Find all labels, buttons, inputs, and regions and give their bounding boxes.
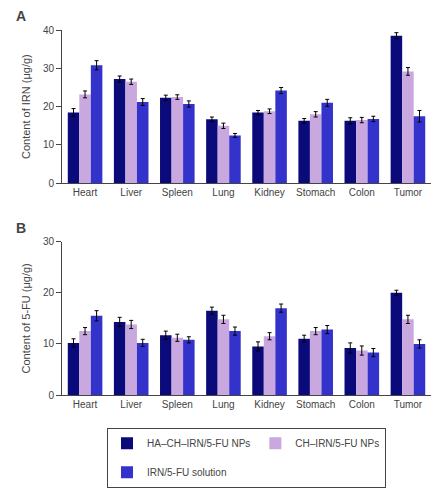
- svg-text:0: 0: [48, 390, 54, 401]
- svg-text:Tumor: Tumor: [394, 187, 423, 198]
- svg-text:Heart: Heart: [73, 187, 98, 198]
- svg-text:Lung: Lung: [212, 399, 234, 410]
- svg-text:Colon: Colon: [349, 187, 375, 198]
- svg-text:Content of IRN (μg/g): Content of IRN (μg/g): [20, 54, 32, 159]
- svg-text:Heart: Heart: [73, 399, 98, 410]
- svg-text:Colon: Colon: [349, 399, 375, 410]
- svg-text:Kidney: Kidney: [254, 399, 285, 410]
- svg-text:20: 20: [43, 101, 55, 112]
- svg-text:Kidney: Kidney: [254, 187, 285, 198]
- svg-text:Stomach: Stomach: [296, 399, 335, 410]
- svg-text:Liver: Liver: [120, 187, 142, 198]
- svg-text:Liver: Liver: [120, 399, 142, 410]
- svg-text:30: 30: [43, 236, 55, 247]
- svg-text:10: 10: [43, 139, 55, 150]
- svg-text:HA–CH–IRN/5-FU NPs: HA–CH–IRN/5-FU NPs: [147, 438, 250, 449]
- svg-text:Spleen: Spleen: [162, 399, 193, 410]
- svg-text:Content of 5-FU (μg/g): Content of 5-FU (μg/g): [20, 263, 32, 373]
- svg-text:Spleen: Spleen: [162, 187, 193, 198]
- svg-text:20: 20: [43, 287, 55, 298]
- svg-text:Stomach: Stomach: [296, 187, 335, 198]
- svg-text:B: B: [16, 220, 26, 236]
- svg-text:0: 0: [48, 178, 54, 189]
- svg-text:A: A: [16, 8, 26, 24]
- svg-text:CH–IRN/5-FU NPs: CH–IRN/5-FU NPs: [295, 438, 379, 449]
- svg-text:IRN/5-FU solution: IRN/5-FU solution: [147, 467, 226, 478]
- svg-text:10: 10: [43, 338, 55, 349]
- svg-text:40: 40: [43, 25, 55, 36]
- svg-text:Tumor: Tumor: [394, 399, 423, 410]
- svg-text:Lung: Lung: [212, 187, 234, 198]
- svg-text:30: 30: [43, 63, 55, 74]
